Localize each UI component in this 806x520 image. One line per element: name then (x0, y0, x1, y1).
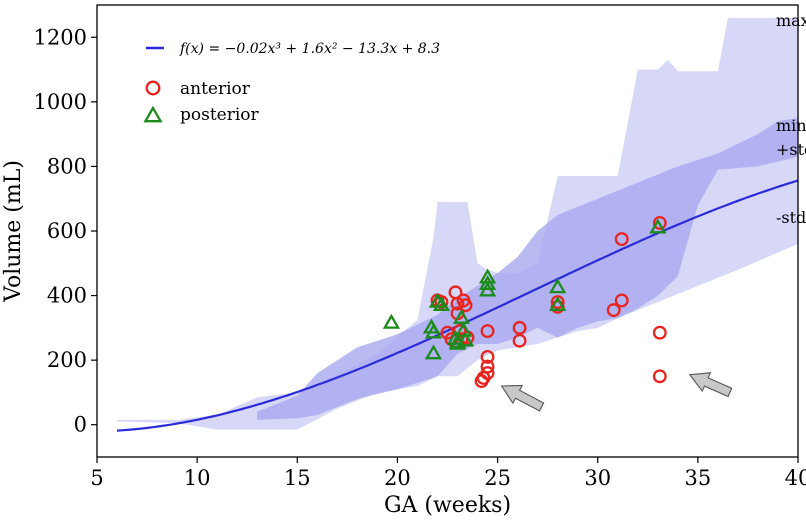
anterior-point-17 (480, 349, 495, 364)
y-tick-label-600: 600 (47, 219, 87, 243)
posterior-point-6 (432, 296, 451, 311)
band-std (257, 118, 798, 420)
arrow-2 (688, 372, 733, 398)
legend-fit-label: f(x) = −0.02x³ + 1.6x² − 13.3x + 8.3 (179, 41, 440, 57)
y-tick-label-400: 400 (47, 284, 87, 308)
anterior-point-23 (606, 303, 621, 318)
y-tick-label-1000: 1000 (34, 90, 87, 114)
posterior-point-4 (424, 344, 443, 360)
x-tick-label-10: 10 (184, 466, 211, 490)
anterior-point-26 (652, 215, 667, 230)
y-tick-label-1200: 1200 (34, 25, 87, 49)
x-tick-label-5: 5 (90, 466, 103, 490)
posterior-point-3 (424, 323, 443, 339)
posterior-point-1 (382, 313, 401, 329)
y-tick-label-200: 200 (47, 348, 87, 372)
annotation-1: min (776, 116, 806, 135)
anterior-point-24 (614, 293, 629, 308)
arrow-1 (500, 384, 545, 412)
band-min-max (117, 17, 798, 430)
anterior-point-20 (512, 333, 527, 348)
anterior-point-11 (458, 298, 473, 313)
legend-posterior-marker (143, 105, 163, 123)
posterior-point-17 (548, 296, 567, 311)
posterior-point-16 (549, 278, 567, 294)
anterior-point-16 (480, 359, 495, 374)
x-tick-label-25: 25 (484, 466, 511, 490)
arrows-layer (500, 372, 733, 412)
anterior-point-28 (652, 369, 667, 384)
anterior-point-27 (652, 325, 667, 340)
y-axis-title: Volume (mL) (1, 160, 26, 303)
x-tick-label-30: 30 (584, 466, 611, 490)
y-tick-label-800: 800 (47, 154, 87, 178)
annotations-layer: max min +std -std (776, 11, 806, 227)
x-axis-title: GA (weeks) (384, 493, 511, 518)
posterior-point-12 (456, 331, 475, 347)
y-tick-label-0: 0 (74, 413, 87, 437)
legend: f(x) = −0.02x³ + 1.6x² − 13.3x + 8.3 ant… (143, 41, 440, 125)
annotation-0: max (776, 11, 806, 30)
x-tick-label-40: 40 (785, 466, 806, 490)
annotation-2: +std (776, 140, 806, 159)
legend-posterior-label: posterior (180, 105, 260, 125)
bands-layer (117, 17, 798, 430)
legend-anterior-label: anterior (180, 79, 251, 99)
anterior-point-25 (614, 232, 629, 247)
annotation-3: -std (776, 208, 806, 227)
posterior-point-14 (478, 275, 497, 290)
posterior-point-18 (649, 218, 667, 234)
x-tick-label-20: 20 (384, 466, 411, 490)
x-tick-label-15: 15 (284, 466, 311, 490)
anterior-point-15 (480, 366, 495, 381)
anterior-point-18 (480, 324, 495, 339)
anterior-point-19 (512, 320, 527, 335)
legend-anterior-marker (145, 80, 161, 96)
posterior-point-10 (452, 308, 471, 324)
posterior-point-15 (478, 281, 497, 297)
x-tick-label-35: 35 (684, 466, 711, 490)
points-layer (382, 215, 667, 389)
